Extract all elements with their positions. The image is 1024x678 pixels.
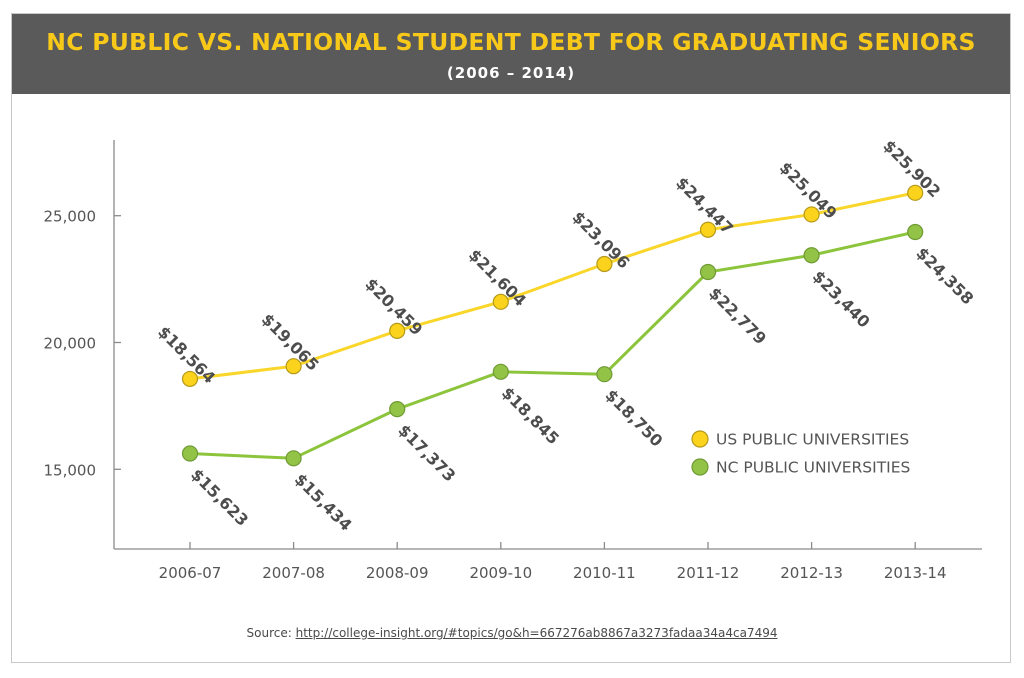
chart-title: NC PUBLIC VS. NATIONAL STUDENT DEBT FOR … xyxy=(46,28,976,56)
nc-public-point xyxy=(803,247,820,264)
nc-public-point xyxy=(285,450,302,467)
y-tick-label: 15,000 xyxy=(44,461,97,479)
y-tick-label: 25,000 xyxy=(44,208,97,226)
x-tick-label: 2007-08 xyxy=(262,564,325,582)
nc-public-data-label: $22,779 xyxy=(705,283,770,348)
us-public-point xyxy=(285,358,302,375)
nc-public-data-label: $24,358 xyxy=(912,243,977,308)
nc-public-point xyxy=(907,223,924,241)
nc-public-point xyxy=(699,263,717,281)
x-tick-label: 2008-09 xyxy=(366,564,429,582)
us-public-point xyxy=(492,293,509,310)
us-public-series-line xyxy=(189,191,916,381)
x-tick-label: 2009-10 xyxy=(469,564,532,582)
nc-public-point xyxy=(181,445,199,462)
us-public-point xyxy=(389,322,406,339)
chart-frame: NC PUBLIC VS. NATIONAL STUDENT DEBT FOR … xyxy=(11,13,1011,663)
nc-public-data-label: $15,623 xyxy=(187,465,252,530)
x-tick-label: 2013-14 xyxy=(884,564,947,582)
us-public-point xyxy=(907,184,924,201)
chart-header: NC PUBLIC VS. NATIONAL STUDENT DEBT FOR … xyxy=(12,14,1010,94)
nc-public-legend-label: NC PUBLIC UNIVERSITIES xyxy=(716,459,910,477)
us-public-point xyxy=(699,221,717,238)
nc-public-point xyxy=(389,401,406,418)
nc-public-data-label: $15,434 xyxy=(291,470,356,535)
nc-public-data-label: $18,845 xyxy=(498,383,563,448)
us-public-point xyxy=(803,206,820,223)
nc-public-point xyxy=(596,366,613,383)
us-public-legend-label: US PUBLIC UNIVERSITIES xyxy=(716,431,909,449)
us-public-point xyxy=(181,370,199,388)
x-tick-label: 2012-13 xyxy=(780,564,843,582)
nc-public-point xyxy=(492,363,509,380)
x-tick-label: 2010-11 xyxy=(573,564,636,582)
source-label: Source: xyxy=(246,626,292,640)
x-tick-label: 2011-12 xyxy=(677,564,740,582)
x-tick-label: 2006-07 xyxy=(159,564,222,582)
source-link[interactable]: http://college-insight.org/#topics/go&h=… xyxy=(295,626,778,640)
chart-subtitle: (2006 – 2014) xyxy=(446,64,576,82)
nc-public-series-line xyxy=(189,230,916,460)
nc-public-legend-marker xyxy=(691,458,709,476)
nc-public-data-label: $23,440 xyxy=(809,267,874,332)
nc-public-data-label: $17,373 xyxy=(394,421,459,486)
source-note: Source: http://college-insight.org/#topi… xyxy=(0,626,1024,640)
us-public-legend-marker xyxy=(691,430,709,448)
y-tick-label: 20,000 xyxy=(44,335,97,353)
us-public-point xyxy=(596,255,613,273)
nc-public-data-label: $18,750 xyxy=(602,386,667,451)
